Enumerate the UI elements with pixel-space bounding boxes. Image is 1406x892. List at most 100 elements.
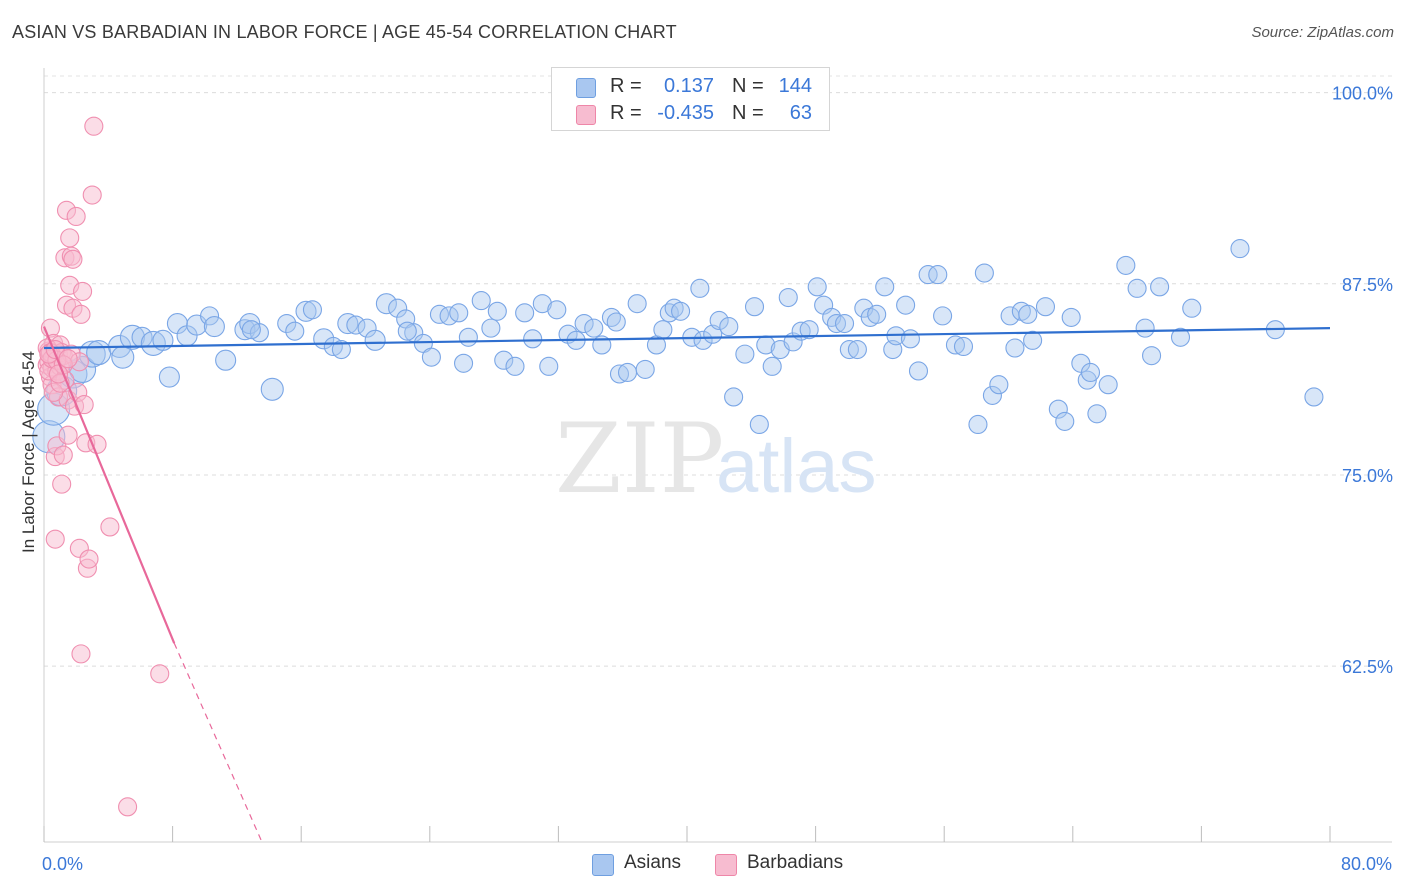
asians-point [1061, 307, 1081, 327]
asians-point [635, 359, 655, 379]
barbadians-legend-label: Barbadians [747, 852, 844, 873]
asians-point [908, 361, 929, 381]
asians-point [1055, 411, 1075, 431]
barbadians-legend-swatch [715, 854, 737, 876]
asians-point [277, 313, 297, 334]
asians-point [982, 385, 1002, 405]
asians-point [364, 329, 386, 351]
asians-point [968, 414, 988, 435]
asians-point [762, 356, 782, 376]
asians-point [1142, 346, 1162, 366]
asians-point [487, 301, 507, 321]
barbadians-point [63, 249, 83, 269]
y-tick-label: 100.0% [1332, 84, 1393, 104]
asians-point [875, 277, 895, 297]
asians-point [515, 303, 535, 323]
asians-point [215, 349, 237, 371]
r-label: R = [610, 102, 642, 124]
asians-point [471, 291, 491, 311]
barbadians-point [58, 349, 78, 369]
asians-point [295, 300, 317, 322]
watermark-atlas: atlas [716, 424, 877, 509]
asians-point [158, 366, 180, 388]
legend-row-asians: R = 0.137 N = 144 [552, 73, 829, 103]
asians-point [709, 310, 729, 331]
asians-point [1135, 318, 1155, 338]
asians-point [953, 336, 974, 357]
barbadians-n-value: 63 [789, 102, 812, 124]
asians-r-value: 0.137 [663, 75, 714, 97]
y-axis-title: In Labor Force | Age 45-54 [19, 351, 38, 553]
barbadians-point [45, 529, 65, 549]
asians-point [1023, 330, 1043, 350]
asians-point [1035, 297, 1056, 317]
asians-point [867, 304, 887, 324]
asians-n-value: 144 [778, 75, 812, 97]
barbadians-point [150, 664, 170, 684]
asians-point [974, 263, 994, 283]
asians-point [918, 265, 938, 285]
barbadians-trend-line [42, 326, 176, 644]
asians-point [1127, 278, 1147, 298]
asians-point [375, 293, 397, 315]
asians-point [574, 313, 594, 334]
asians-point [584, 318, 604, 338]
asians-point [458, 327, 478, 347]
y-tick-label: 62.5% [1342, 657, 1393, 677]
barbadians-point [60, 228, 80, 248]
barbadians-point [118, 797, 138, 817]
barbadians-point [66, 206, 86, 227]
grid-lines [44, 75, 1392, 667]
asians-point [454, 353, 474, 373]
r-label: R = [610, 75, 642, 97]
asians-point [1048, 399, 1068, 419]
asians-point [494, 350, 514, 370]
barbadians-r-value: -0.435 [657, 102, 714, 124]
asians-point [200, 306, 220, 326]
asians-point [241, 320, 261, 340]
barbadians-point [58, 425, 78, 445]
chart-title: ASIAN VS BARBADIAN IN LABOR FORCE | AGE … [12, 22, 677, 42]
asians-point [1116, 255, 1136, 275]
asians-point [203, 316, 225, 338]
asians-point [331, 339, 351, 360]
barbadians-point [79, 549, 99, 569]
asians-point [799, 320, 819, 340]
y-tick-label: 87.5% [1342, 275, 1393, 295]
asians-point [86, 340, 112, 366]
asians-point [900, 329, 920, 349]
watermark-zip: ZIP [555, 403, 724, 515]
asians-point [1018, 304, 1038, 324]
y-tick-label: 75.0% [1342, 466, 1393, 486]
asians-point [826, 313, 847, 334]
asians-point [357, 318, 377, 338]
asians-point [989, 375, 1009, 395]
asians-point [735, 344, 755, 364]
asians-point [744, 297, 765, 317]
tick-labels: 62.5% 75.0% 87.5% 100.0% 0.0% 80.0% In Labor F… [19, 84, 1393, 874]
asians-point [653, 320, 673, 340]
asians-point [627, 294, 647, 314]
asians-point [1005, 338, 1025, 358]
asians-point [539, 356, 559, 376]
barbadians-point [53, 445, 73, 465]
asians-point [429, 304, 449, 324]
asians-point [690, 278, 710, 298]
barbadians-point [48, 364, 69, 384]
asians-point [617, 362, 638, 383]
asians-point [1150, 277, 1170, 297]
asians-point [609, 364, 630, 384]
asians-point [1182, 298, 1202, 318]
x-tick-label: 80.0% [1341, 854, 1392, 874]
asians-point [724, 387, 744, 407]
asians-point [671, 301, 691, 321]
asians-point [346, 315, 366, 335]
n-label: N = [732, 75, 764, 97]
x-tick-label: 0.0% [42, 854, 83, 874]
asians-point [1098, 375, 1118, 395]
source-label: Source: ZipAtlas.com [1251, 24, 1394, 41]
asians-point [719, 317, 739, 337]
asians-point [1087, 404, 1107, 424]
asians-point [1077, 370, 1097, 390]
asians-point [337, 312, 359, 335]
